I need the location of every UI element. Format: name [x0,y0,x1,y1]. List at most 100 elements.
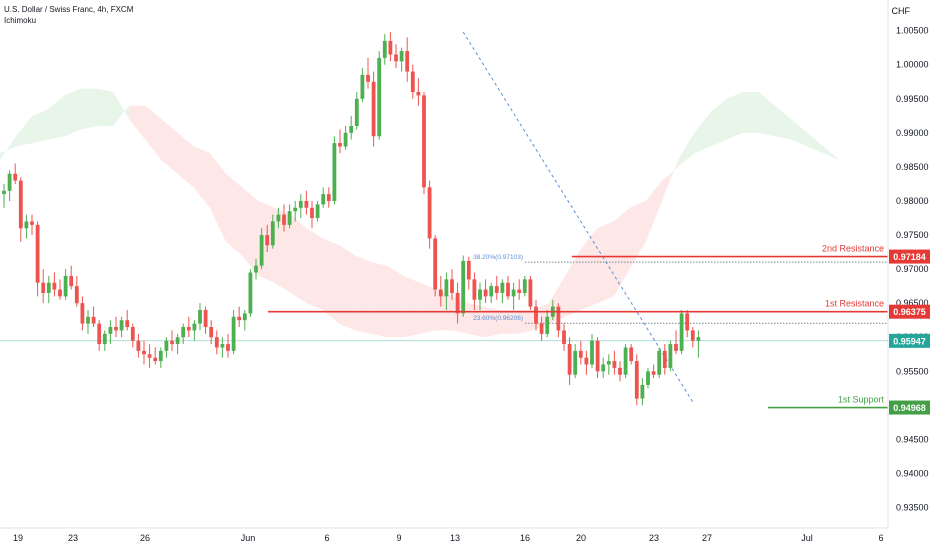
candle[interactable] [136,340,141,351]
indicator-label[interactable]: Ichimoku [4,16,37,25]
candle[interactable] [142,350,146,355]
candle[interactable] [270,221,275,246]
candle[interactable] [298,200,303,208]
candle[interactable] [690,330,695,341]
candle[interactable] [186,327,191,331]
candle[interactable] [612,361,617,368]
candle[interactable] [242,313,247,321]
candle[interactable] [203,309,208,328]
candle[interactable] [444,279,449,297]
candle[interactable] [181,327,186,338]
candle[interactable] [125,320,130,328]
candle[interactable] [416,91,421,96]
candle[interactable] [237,316,242,321]
candle[interactable] [662,350,667,368]
candle[interactable] [394,54,398,62]
candle[interactable] [623,347,628,375]
candle[interactable] [427,187,432,239]
candle[interactable] [450,279,454,293]
candle[interactable] [326,194,331,201]
candle[interactable] [175,337,180,345]
candle[interactable] [7,173,12,191]
candle[interactable] [668,344,673,368]
candle[interactable] [494,286,499,293]
candle[interactable] [287,211,292,225]
candle[interactable] [63,275,68,297]
candle[interactable] [86,316,90,324]
candle[interactable] [410,71,415,92]
candle[interactable] [209,327,214,338]
candle[interactable] [315,204,320,219]
candle[interactable] [58,289,62,297]
candle[interactable] [265,235,270,246]
candle[interactable] [646,371,650,385]
candle[interactable] [164,340,169,351]
candle[interactable] [304,200,309,208]
candle[interactable] [338,143,342,147]
candle[interactable] [685,313,690,331]
candle[interactable] [231,316,236,351]
candle[interactable] [422,95,426,188]
candle[interactable] [382,40,387,58]
candle[interactable] [114,327,118,331]
candle[interactable] [2,190,6,195]
candle[interactable] [349,126,354,133]
candle[interactable] [366,74,370,82]
candle[interactable] [371,81,376,137]
candle[interactable] [478,289,482,300]
candle[interactable] [91,316,96,324]
candle[interactable] [248,272,253,314]
candle[interactable] [584,357,589,365]
candle[interactable] [601,364,606,372]
candle[interactable] [696,337,701,341]
candle[interactable] [590,340,594,365]
candle[interactable] [35,224,40,283]
candle[interactable] [399,51,404,62]
candle[interactable] [226,344,230,351]
candle[interactable] [170,340,174,345]
candle[interactable] [198,309,202,324]
candle[interactable] [606,361,611,365]
candle[interactable] [108,327,113,334]
candle[interactable] [310,207,314,219]
candle[interactable] [377,57,382,137]
candle[interactable] [483,289,488,297]
candle[interactable] [562,330,566,345]
candle[interactable] [657,350,662,375]
candle[interactable] [276,214,281,222]
candle[interactable] [354,98,359,127]
candle[interactable] [30,221,34,225]
candle[interactable] [259,235,264,266]
candle[interactable] [343,132,348,147]
candle[interactable] [455,292,460,314]
candle[interactable] [517,289,522,293]
candle[interactable] [618,367,622,375]
candle[interactable] [640,384,645,399]
candle[interactable] [74,286,79,304]
candle[interactable] [41,282,46,293]
candle[interactable] [254,265,258,273]
candle[interactable] [506,282,510,297]
candle[interactable] [466,260,471,280]
candle[interactable] [534,306,538,324]
candle[interactable] [528,279,533,307]
candle[interactable] [405,51,410,72]
candle[interactable] [332,143,337,201]
candle[interactable] [489,286,494,297]
candle[interactable] [293,207,298,212]
candle[interactable] [97,323,102,345]
candle[interactable] [679,313,684,351]
candle[interactable] [119,320,124,331]
candle[interactable] [24,221,29,229]
candle[interactable] [629,347,634,362]
candle[interactable] [556,306,561,331]
candle[interactable] [438,289,443,297]
candle[interactable] [674,344,678,351]
candle[interactable] [433,238,438,290]
candle[interactable] [130,327,135,341]
candle[interactable] [522,279,527,293]
candle[interactable] [545,316,550,334]
candle[interactable] [388,40,393,55]
candle[interactable] [539,323,544,334]
